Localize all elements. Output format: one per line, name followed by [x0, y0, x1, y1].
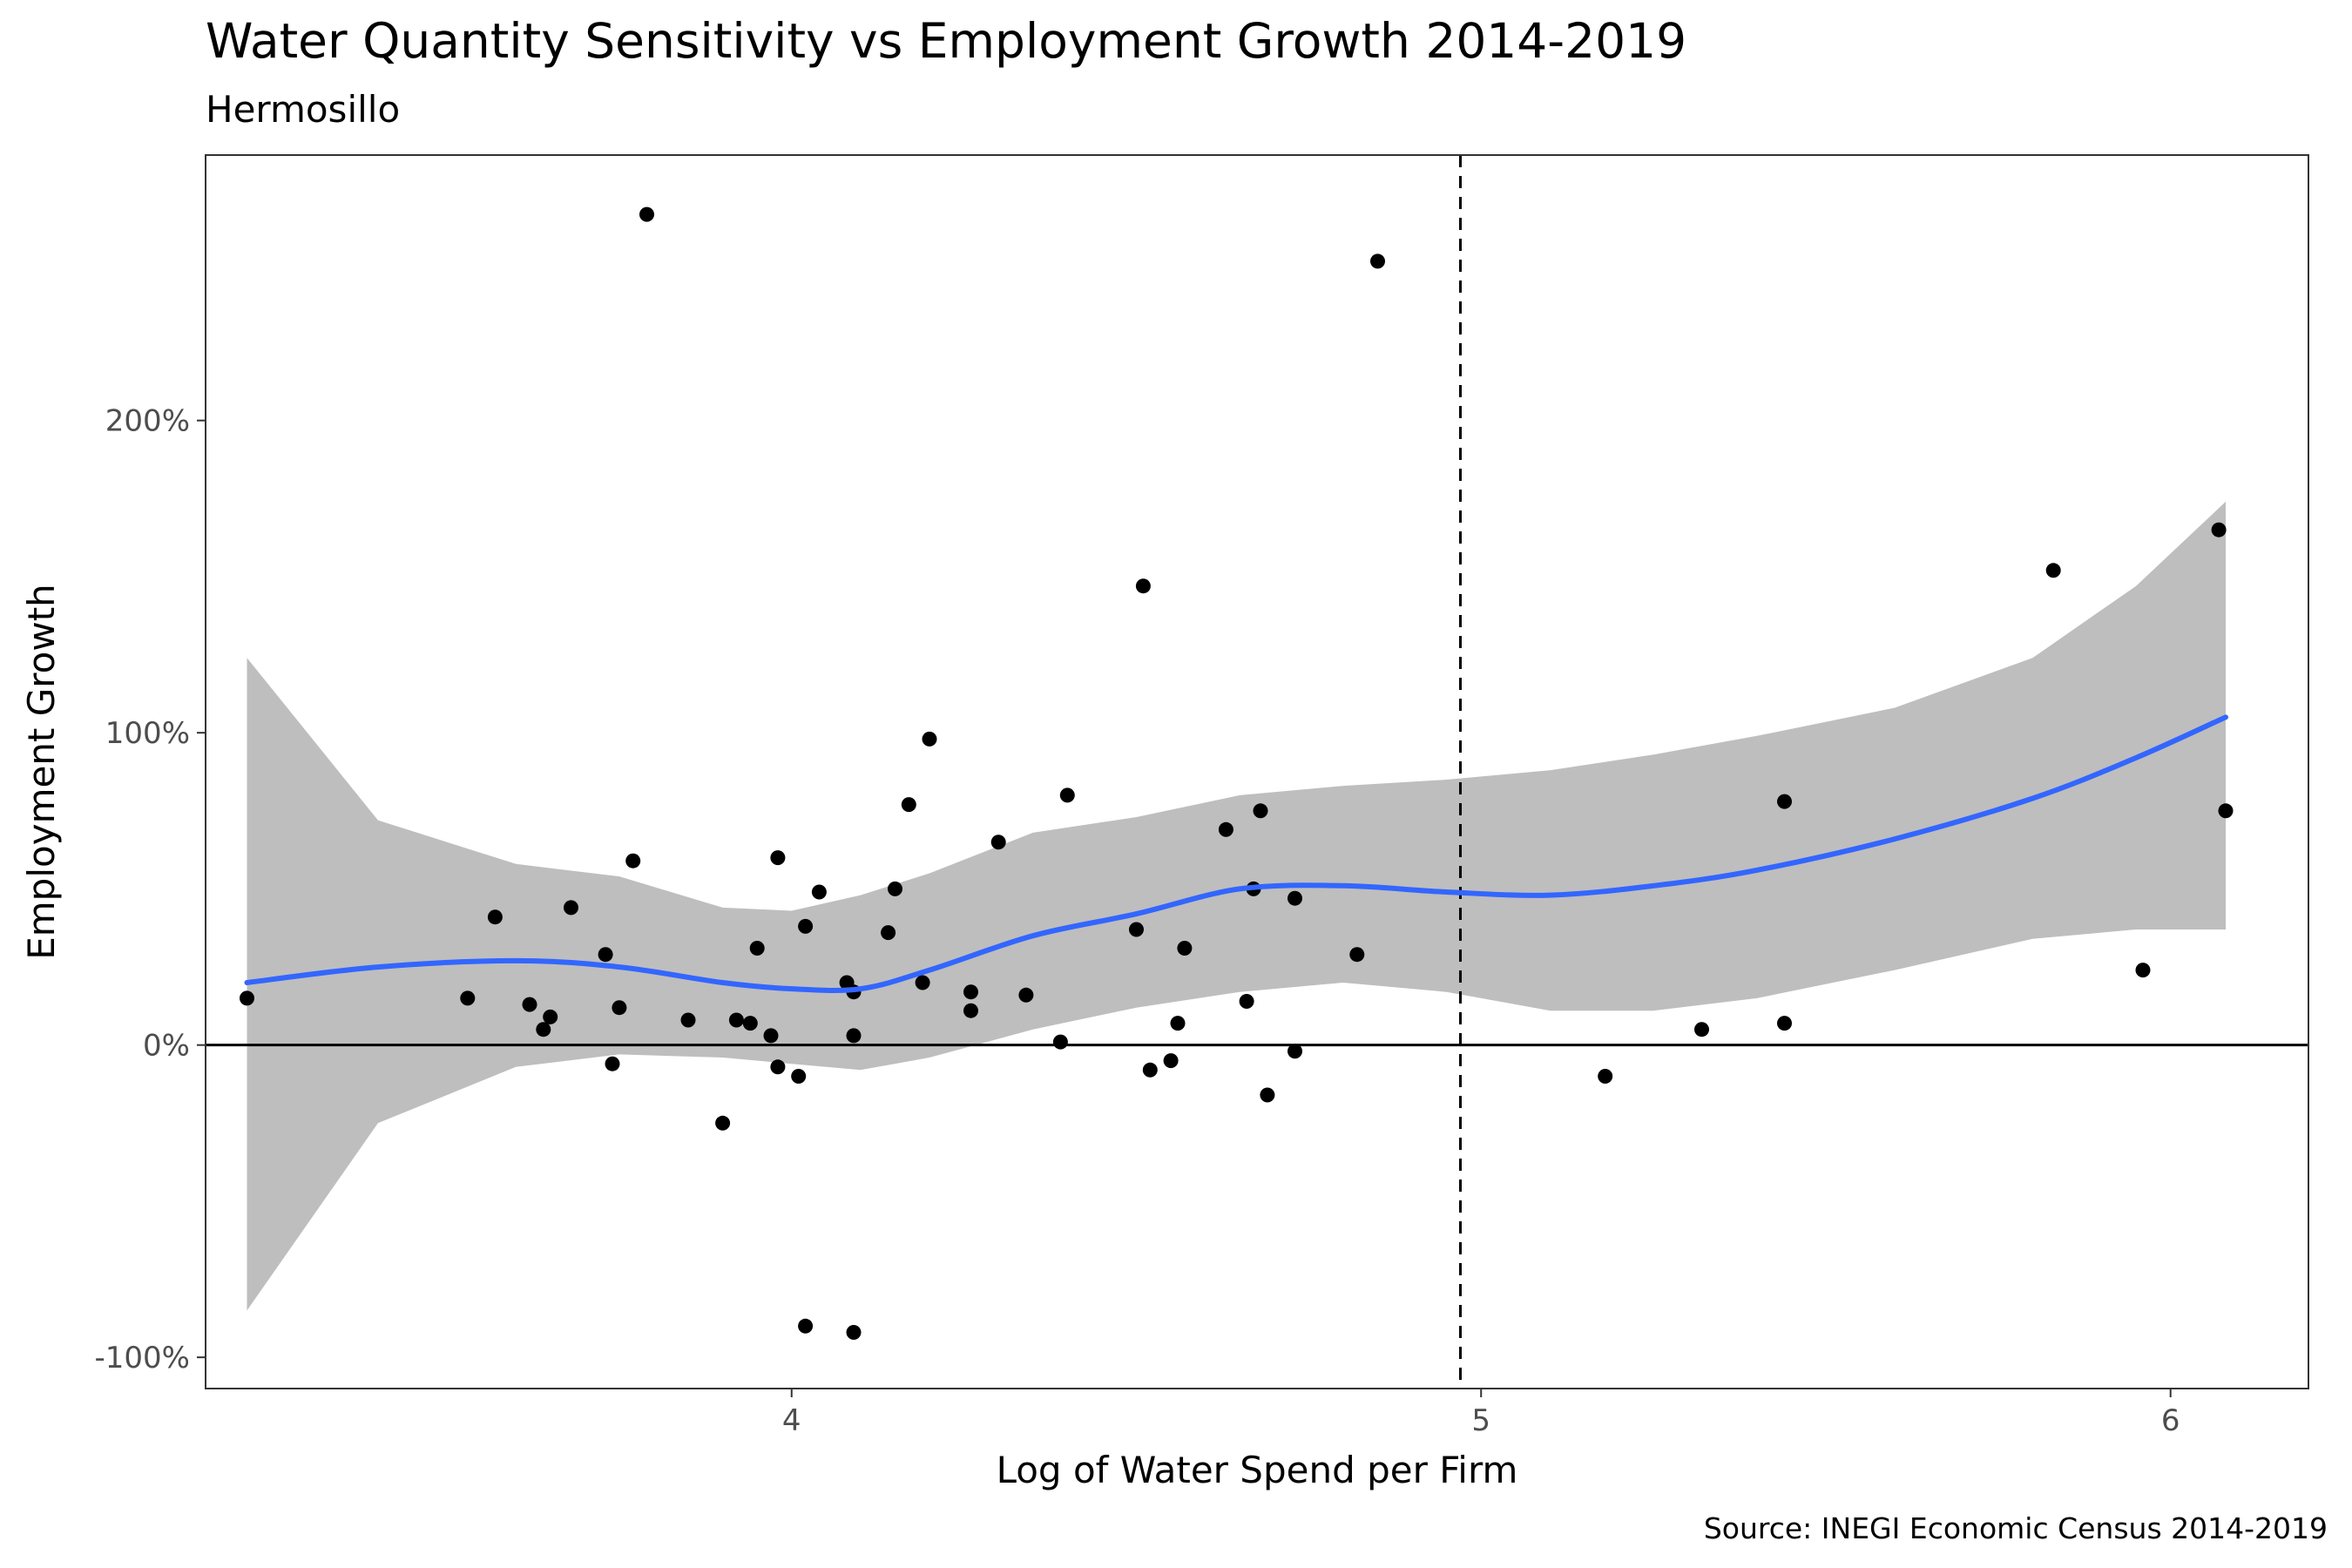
data-point: [240, 990, 254, 1005]
data-point: [1288, 891, 1302, 906]
data-point: [1349, 947, 1364, 962]
data-point: [1129, 923, 1144, 937]
data-point: [2212, 523, 2227, 537]
data-point: [1240, 994, 1254, 1009]
data-point: [798, 919, 813, 934]
data-point: [1254, 803, 1268, 818]
data-point: [681, 1013, 696, 1028]
data-point: [639, 207, 654, 222]
x-tick-label: 5: [1471, 1403, 1490, 1438]
data-point: [1777, 794, 1792, 809]
y-tick-label: 200%: [105, 404, 190, 439]
data-point: [625, 854, 640, 868]
data-point: [798, 1319, 813, 1334]
data-point: [888, 882, 902, 896]
data-point: [612, 1000, 626, 1015]
data-point: [923, 732, 937, 747]
data-point: [743, 1016, 758, 1031]
chart-subtitle: Hermosillo: [206, 88, 400, 131]
data-point: [523, 997, 537, 1012]
data-point: [1694, 1022, 1709, 1037]
data-point: [1060, 787, 1075, 802]
data-point: [847, 1325, 862, 1340]
x-axis-title: Log of Water Spend per Firm: [997, 1449, 1518, 1491]
y-tick-label: 100%: [105, 716, 190, 751]
data-point: [543, 1010, 558, 1024]
data-point: [729, 1013, 744, 1028]
data-point: [764, 1028, 779, 1043]
data-point: [1219, 822, 1233, 837]
data-point: [1177, 941, 1192, 956]
data-point: [536, 1022, 551, 1037]
data-point: [750, 941, 765, 956]
data-point: [1370, 253, 1385, 268]
data-point: [812, 885, 827, 900]
data-point: [770, 1059, 785, 1074]
data-point: [1288, 1044, 1302, 1058]
data-point: [847, 1028, 862, 1043]
data-point: [488, 909, 503, 924]
data-point: [460, 990, 475, 1005]
data-point: [1171, 1016, 1186, 1031]
y-tick-label: -100%: [95, 1341, 190, 1375]
data-point: [715, 1116, 730, 1131]
data-point: [963, 1004, 978, 1018]
data-point: [1164, 1053, 1179, 1068]
data-point: [1598, 1069, 1612, 1084]
chart-title: Water Quantity Sensitivity vs Employment…: [206, 13, 1686, 69]
data-point: [1053, 1035, 1068, 1050]
y-tick-label: 0%: [143, 1029, 190, 1064]
x-tick-label: 6: [2161, 1403, 2180, 1438]
chart-caption: Source: INEGI Economic Census 2014-2019: [1704, 1511, 2328, 1545]
data-point: [791, 1069, 806, 1084]
data-point: [1777, 1016, 1792, 1031]
data-point: [916, 976, 930, 990]
data-point: [1136, 578, 1151, 593]
y-axis-title: Employment Growth: [20, 584, 63, 960]
data-point: [2136, 963, 2151, 977]
data-point: [2219, 803, 2234, 818]
data-point: [1260, 1088, 1274, 1103]
data-point: [770, 850, 785, 865]
data-point: [1018, 988, 1033, 1003]
data-point: [991, 835, 1006, 849]
data-point: [881, 925, 896, 940]
data-point: [564, 900, 578, 915]
data-point: [902, 797, 916, 812]
x-tick-label: 4: [782, 1403, 801, 1438]
data-point: [2046, 563, 2061, 578]
data-point: [605, 1057, 620, 1071]
data-point: [963, 984, 978, 999]
data-point: [1143, 1063, 1158, 1078]
data-point: [598, 947, 613, 962]
